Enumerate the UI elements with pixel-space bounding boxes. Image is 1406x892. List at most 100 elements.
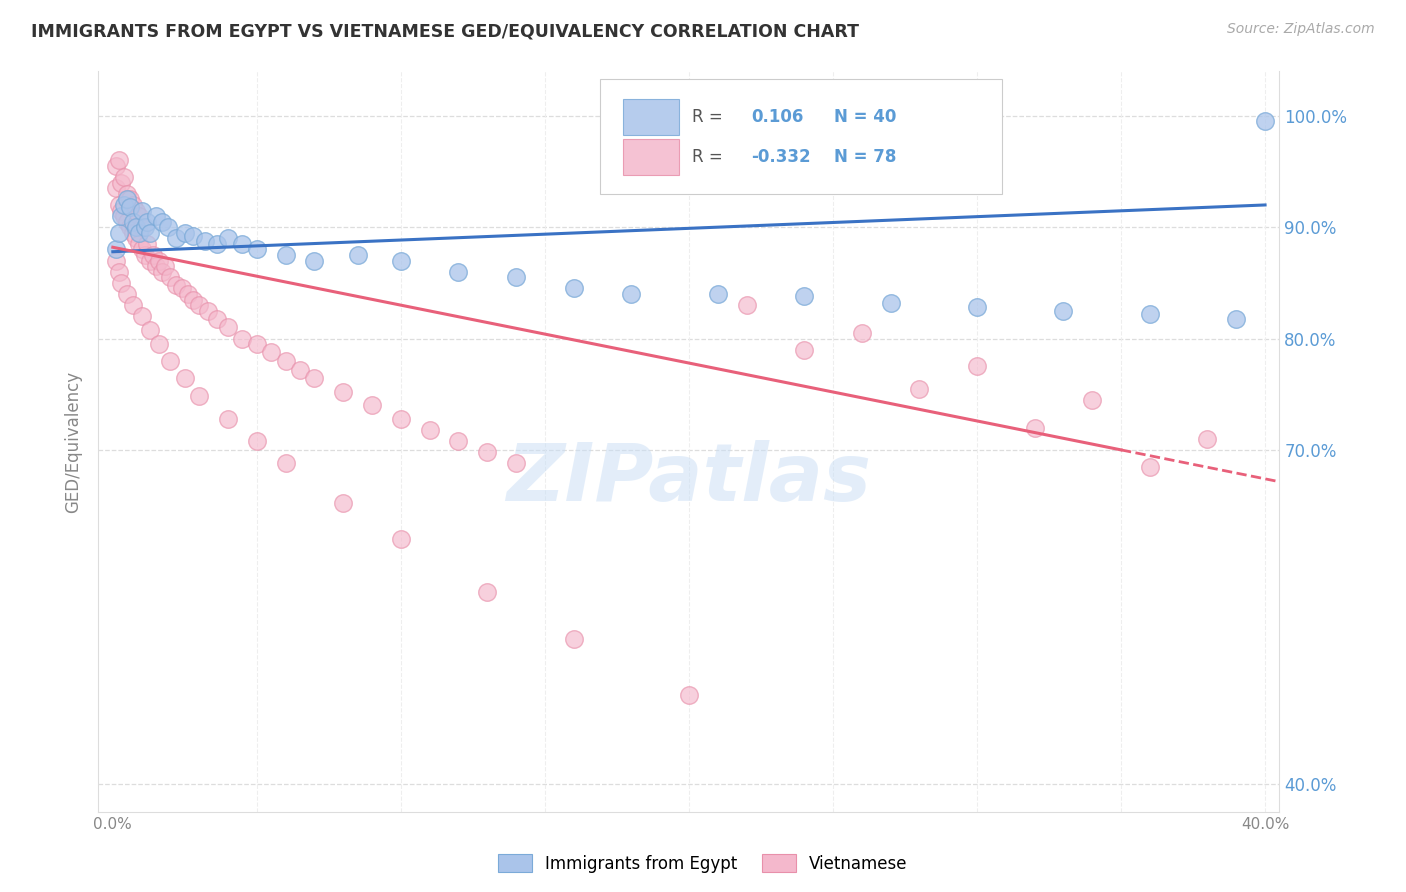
Point: [136, 236, 159, 251]
Point: [110, 209, 132, 223]
Point: [112, 198, 135, 212]
Point: [879, 296, 901, 310]
Point: [125, 203, 148, 218]
Point: [851, 326, 873, 340]
Point: [274, 248, 297, 262]
Point: [246, 434, 269, 448]
Point: [1225, 311, 1247, 326]
Point: [173, 370, 195, 384]
Point: [505, 456, 527, 470]
Point: [139, 253, 162, 268]
Point: [793, 289, 815, 303]
Point: [966, 301, 988, 315]
Point: [346, 248, 368, 262]
Point: [156, 220, 179, 235]
Point: [183, 293, 205, 307]
Point: [170, 281, 193, 295]
Point: [112, 170, 135, 185]
Point: [131, 203, 153, 218]
FancyBboxPatch shape: [600, 78, 1002, 194]
Point: [134, 220, 156, 235]
Point: [217, 231, 239, 245]
Point: [332, 496, 354, 510]
Point: [197, 303, 219, 318]
Text: N = 40: N = 40: [834, 108, 897, 126]
Point: [188, 298, 211, 312]
Point: [159, 270, 181, 285]
Point: [183, 229, 205, 244]
FancyBboxPatch shape: [623, 100, 679, 135]
Point: [505, 270, 527, 285]
Point: [145, 259, 167, 273]
Text: R =: R =: [693, 108, 723, 126]
Point: [110, 203, 132, 218]
Point: [115, 287, 138, 301]
Point: [159, 354, 181, 368]
Point: [1197, 432, 1219, 446]
Point: [142, 248, 165, 262]
Point: [1254, 114, 1277, 128]
Point: [194, 234, 217, 248]
Point: [104, 253, 127, 268]
Y-axis label: GED/Equivalency: GED/Equivalency: [65, 370, 83, 513]
Point: [231, 236, 253, 251]
Point: [107, 265, 129, 279]
Point: [173, 226, 195, 240]
Point: [231, 332, 253, 346]
Point: [110, 276, 132, 290]
Point: [120, 193, 142, 207]
Point: [150, 265, 173, 279]
Point: [562, 281, 585, 295]
Point: [1052, 303, 1074, 318]
Point: [104, 243, 127, 257]
Point: [205, 311, 228, 326]
Point: [107, 226, 129, 240]
Point: [419, 423, 441, 437]
Point: [139, 323, 162, 337]
Point: [165, 231, 187, 245]
Point: [562, 632, 585, 647]
Point: [447, 265, 470, 279]
Point: [139, 226, 162, 240]
Point: [120, 220, 142, 235]
Point: [145, 209, 167, 223]
Point: [136, 214, 159, 228]
Point: [148, 337, 170, 351]
Point: [620, 287, 643, 301]
Text: 0.106: 0.106: [752, 108, 804, 126]
Point: [122, 298, 145, 312]
Point: [966, 359, 988, 374]
Point: [115, 186, 138, 201]
Point: [706, 287, 728, 301]
Point: [125, 220, 148, 235]
Text: R =: R =: [693, 147, 723, 166]
Point: [908, 382, 931, 396]
Point: [274, 354, 297, 368]
Point: [274, 456, 297, 470]
Point: [128, 226, 150, 240]
Point: [246, 337, 269, 351]
Point: [477, 585, 499, 599]
Point: [122, 198, 145, 212]
Point: [115, 193, 138, 207]
Point: [188, 389, 211, 403]
Point: [128, 209, 150, 223]
Point: [361, 398, 384, 412]
Point: [134, 248, 156, 262]
Point: [115, 214, 138, 228]
Point: [389, 532, 412, 546]
Point: [260, 345, 283, 359]
Point: [288, 362, 311, 376]
Point: [477, 445, 499, 459]
Text: ZIPatlas: ZIPatlas: [506, 440, 872, 517]
Point: [131, 220, 153, 235]
Point: [735, 298, 758, 312]
Point: [112, 209, 135, 223]
Point: [1081, 392, 1104, 407]
Point: [104, 181, 127, 195]
Point: [131, 310, 153, 324]
Point: [131, 243, 153, 257]
Point: [217, 320, 239, 334]
Point: [150, 214, 173, 228]
Point: [122, 226, 145, 240]
